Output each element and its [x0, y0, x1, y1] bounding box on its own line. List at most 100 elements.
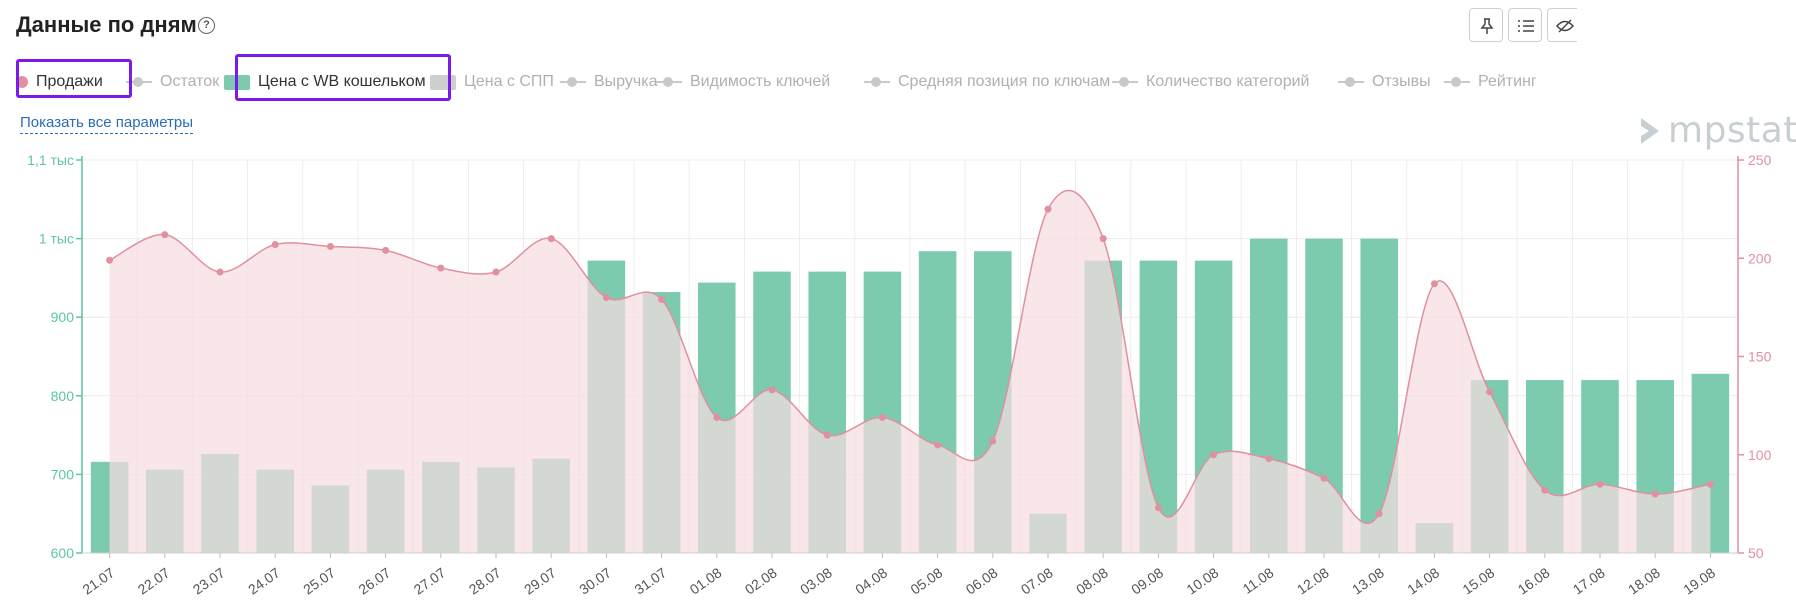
x-tick-label: 17.08 — [1570, 564, 1608, 597]
legend-label: Видимость ключей — [690, 73, 831, 90]
legend-marker — [864, 76, 890, 88]
x-tick-label: 25.07 — [300, 564, 338, 597]
highlight-box — [16, 59, 132, 98]
legend-marker — [126, 76, 152, 88]
sales-point — [1265, 455, 1273, 463]
mpstats-logo-icon — [1641, 117, 1659, 144]
sales-point — [713, 413, 721, 421]
x-tick-label: 24.07 — [245, 564, 283, 597]
x-tick-label: 29.07 — [521, 564, 559, 597]
legend-label: Остаток — [160, 73, 220, 90]
left-tick-label: 600 — [51, 545, 75, 561]
x-tick-label: 16.08 — [1515, 564, 1553, 597]
left-tick-label: 1,1 тыс — [27, 152, 74, 168]
x-tick-label: 22.07 — [135, 564, 173, 597]
mpstats-logo: mpstats — [1638, 110, 1796, 151]
legend-item-8[interactable]: Отзывы — [1338, 62, 1431, 102]
x-tick-label: 03.08 — [797, 564, 835, 597]
legend-item-1[interactable]: Остаток — [126, 62, 219, 102]
legend-marker — [1444, 76, 1470, 88]
x-tick-label: 09.08 — [1128, 564, 1166, 597]
legend-label: Выручка — [594, 73, 658, 90]
legend-label: Отзывы — [1372, 73, 1431, 90]
left-tick-label: 1 тыс — [39, 231, 74, 247]
sales-point — [1651, 490, 1659, 498]
legend-label: Цена с WB кошельком — [258, 73, 426, 90]
legend-label: Цена с СПП — [464, 73, 554, 90]
legend-label: Рейтинг — [1478, 73, 1537, 90]
sales-area — [109, 190, 1711, 553]
sales-point — [1430, 280, 1438, 288]
sales-point — [1541, 486, 1549, 494]
legend-item-4[interactable]: Выручка — [560, 62, 657, 102]
x-tick-label: 07.08 — [1018, 564, 1056, 597]
sales-point — [989, 437, 997, 445]
sales-point — [1706, 480, 1714, 488]
sales-point — [1596, 480, 1604, 488]
sales-point — [823, 431, 831, 439]
sales-point — [1210, 451, 1218, 459]
page-title: Данные по дням — [16, 12, 197, 37]
x-tick-label: 27.07 — [411, 564, 449, 597]
x-tick-label: 18.08 — [1625, 564, 1663, 597]
sales-point — [161, 231, 169, 239]
sales-point — [492, 268, 500, 276]
logo-text: mpstats — [1668, 110, 1796, 151]
show-all-parameters-link[interactable]: Показать все параметры — [20, 114, 194, 134]
legend-marker — [16, 76, 28, 88]
list-icon[interactable] — [1508, 8, 1542, 42]
right-tick-label: 100 — [1748, 447, 1772, 463]
right-tick-label: 200 — [1748, 250, 1772, 266]
left-tick-label: 900 — [51, 309, 75, 325]
sales-point — [1099, 235, 1107, 243]
highlight-box — [235, 54, 451, 101]
x-tick-label: 01.08 — [687, 564, 725, 597]
x-tick-label: 23.07 — [190, 564, 228, 597]
x-tick-label: 08.08 — [1073, 564, 1111, 597]
legend-item-9[interactable]: Рейтинг — [1444, 62, 1537, 102]
legend-item-0[interactable]: Продажи — [16, 62, 103, 102]
sales-point — [547, 235, 555, 243]
sales-point — [1486, 388, 1494, 396]
x-tick-label: 19.08 — [1680, 564, 1718, 597]
sales-point — [1320, 474, 1328, 482]
pin-icon[interactable] — [1469, 8, 1503, 42]
legend-marker — [1112, 76, 1138, 88]
x-tick-label: 21.07 — [79, 564, 117, 597]
x-tick-label: 12.08 — [1294, 564, 1332, 597]
sales-point — [382, 246, 390, 254]
x-tick-label: 15.08 — [1459, 564, 1497, 597]
sales-point — [658, 296, 666, 304]
x-tick-label: 30.07 — [576, 564, 614, 597]
legend-label: Продажи — [36, 73, 103, 90]
sales-point — [216, 268, 224, 276]
help-icon[interactable]: ? — [198, 17, 215, 34]
x-tick-label: 14.08 — [1404, 564, 1442, 597]
legend-item-5[interactable]: Видимость ключей — [656, 62, 830, 102]
x-tick-label: 28.07 — [466, 564, 504, 597]
x-tick-label: 26.07 — [355, 564, 393, 597]
x-tick-label: 13.08 — [1349, 564, 1387, 597]
sales-point — [437, 264, 445, 272]
eye-off-icon[interactable] — [1547, 8, 1577, 42]
legend-item-7[interactable]: Количество категорий — [1112, 62, 1309, 102]
legend-label: Средняя позиция по ключам — [898, 73, 1111, 90]
sales-point — [1375, 510, 1383, 518]
sales-point — [934, 441, 942, 449]
right-tick-label: 50 — [1748, 545, 1764, 561]
sales-point — [1044, 205, 1052, 213]
left-tick-label: 800 — [51, 388, 75, 404]
x-tick-label: 06.08 — [963, 564, 1001, 597]
sales-point — [768, 386, 776, 394]
x-tick-label: 05.08 — [907, 564, 945, 597]
legend-label: Количество категорий — [1146, 73, 1310, 90]
sales-point — [1154, 504, 1162, 512]
legend-item-6[interactable]: Средняя позиция по ключам — [864, 62, 1110, 102]
sales-point — [106, 256, 114, 264]
x-tick-label: 04.08 — [852, 564, 890, 597]
x-tick-label: 31.07 — [631, 564, 669, 597]
x-tick-label: 11.08 — [1239, 564, 1276, 597]
sales-point — [878, 413, 886, 421]
sales-point — [602, 294, 610, 302]
